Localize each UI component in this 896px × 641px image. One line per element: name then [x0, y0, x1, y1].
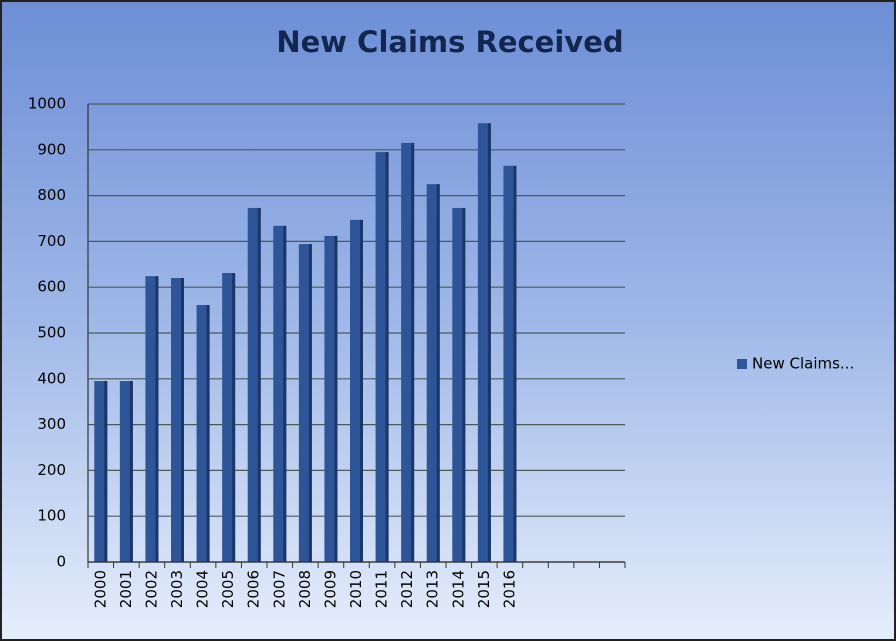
bar-shade	[411, 142, 415, 562]
y-tick-label: 700	[37, 232, 66, 250]
bar	[426, 184, 440, 562]
x-tick-label: 2010	[347, 570, 365, 608]
x-tick-label: 2009	[321, 570, 339, 608]
bar-shade	[129, 381, 133, 562]
bar	[94, 381, 108, 562]
bar	[119, 381, 133, 562]
bar	[452, 207, 466, 562]
x-tick-label: 2013	[424, 570, 442, 608]
y-tick-label: 800	[37, 186, 66, 204]
bar-shade	[308, 244, 312, 562]
chart-title: New Claims Received	[276, 25, 623, 59]
bar	[324, 235, 338, 563]
bar-shade	[181, 278, 184, 562]
y-tick-label: 400	[37, 369, 66, 387]
bar	[273, 225, 287, 562]
bar-shade	[487, 123, 491, 563]
x-tick-label: 2008	[296, 570, 314, 608]
x-tick-label: 2015	[475, 570, 493, 608]
y-tick-label: 0	[56, 553, 66, 571]
y-tick-label: 500	[37, 324, 66, 342]
y-tick-label: 900	[37, 140, 66, 158]
bar-shade	[513, 165, 517, 562]
x-tick-label: 2016	[500, 570, 518, 608]
bar	[298, 244, 312, 562]
y-tick-label: 300	[37, 415, 66, 433]
y-tick-label: 100	[37, 507, 66, 525]
x-tick-label: 2001	[117, 570, 135, 608]
legend-label: New Claims...	[752, 355, 854, 373]
bar-shade	[462, 207, 466, 562]
bar	[375, 152, 389, 562]
x-tick-label: 2012	[398, 570, 416, 608]
bar-shade	[436, 184, 440, 562]
bar	[222, 273, 236, 562]
legend-swatch	[737, 359, 747, 369]
bar-shade	[232, 273, 236, 562]
bar	[503, 165, 517, 562]
x-tick-label: 2000	[91, 570, 109, 608]
bar	[247, 207, 261, 562]
bar	[196, 305, 210, 562]
x-tick-label: 2002	[142, 570, 160, 608]
bar-shade	[104, 381, 108, 562]
bar-shade	[155, 276, 159, 562]
x-tick-label: 2004	[194, 570, 212, 608]
bar-shade	[257, 207, 261, 562]
bar	[171, 278, 184, 562]
y-tick-label: 1000	[28, 95, 66, 113]
bar	[477, 123, 491, 563]
bar	[401, 142, 415, 562]
x-tick-label: 2006	[245, 570, 263, 608]
y-tick-label: 200	[37, 461, 66, 479]
x-tick-label: 2005	[219, 570, 237, 608]
bar-shade	[385, 152, 389, 562]
bar-shade	[283, 225, 287, 562]
bar	[350, 219, 363, 562]
x-tick-label: 2011	[373, 570, 391, 608]
bar-shade	[334, 235, 338, 563]
x-tick-label: 2014	[449, 570, 467, 608]
x-tick-label: 2003	[168, 570, 186, 608]
x-tick-label: 2007	[270, 570, 288, 608]
bar	[145, 276, 159, 562]
y-tick-label: 600	[37, 278, 66, 296]
bar-shade	[360, 219, 363, 562]
bar-shade	[206, 305, 210, 562]
